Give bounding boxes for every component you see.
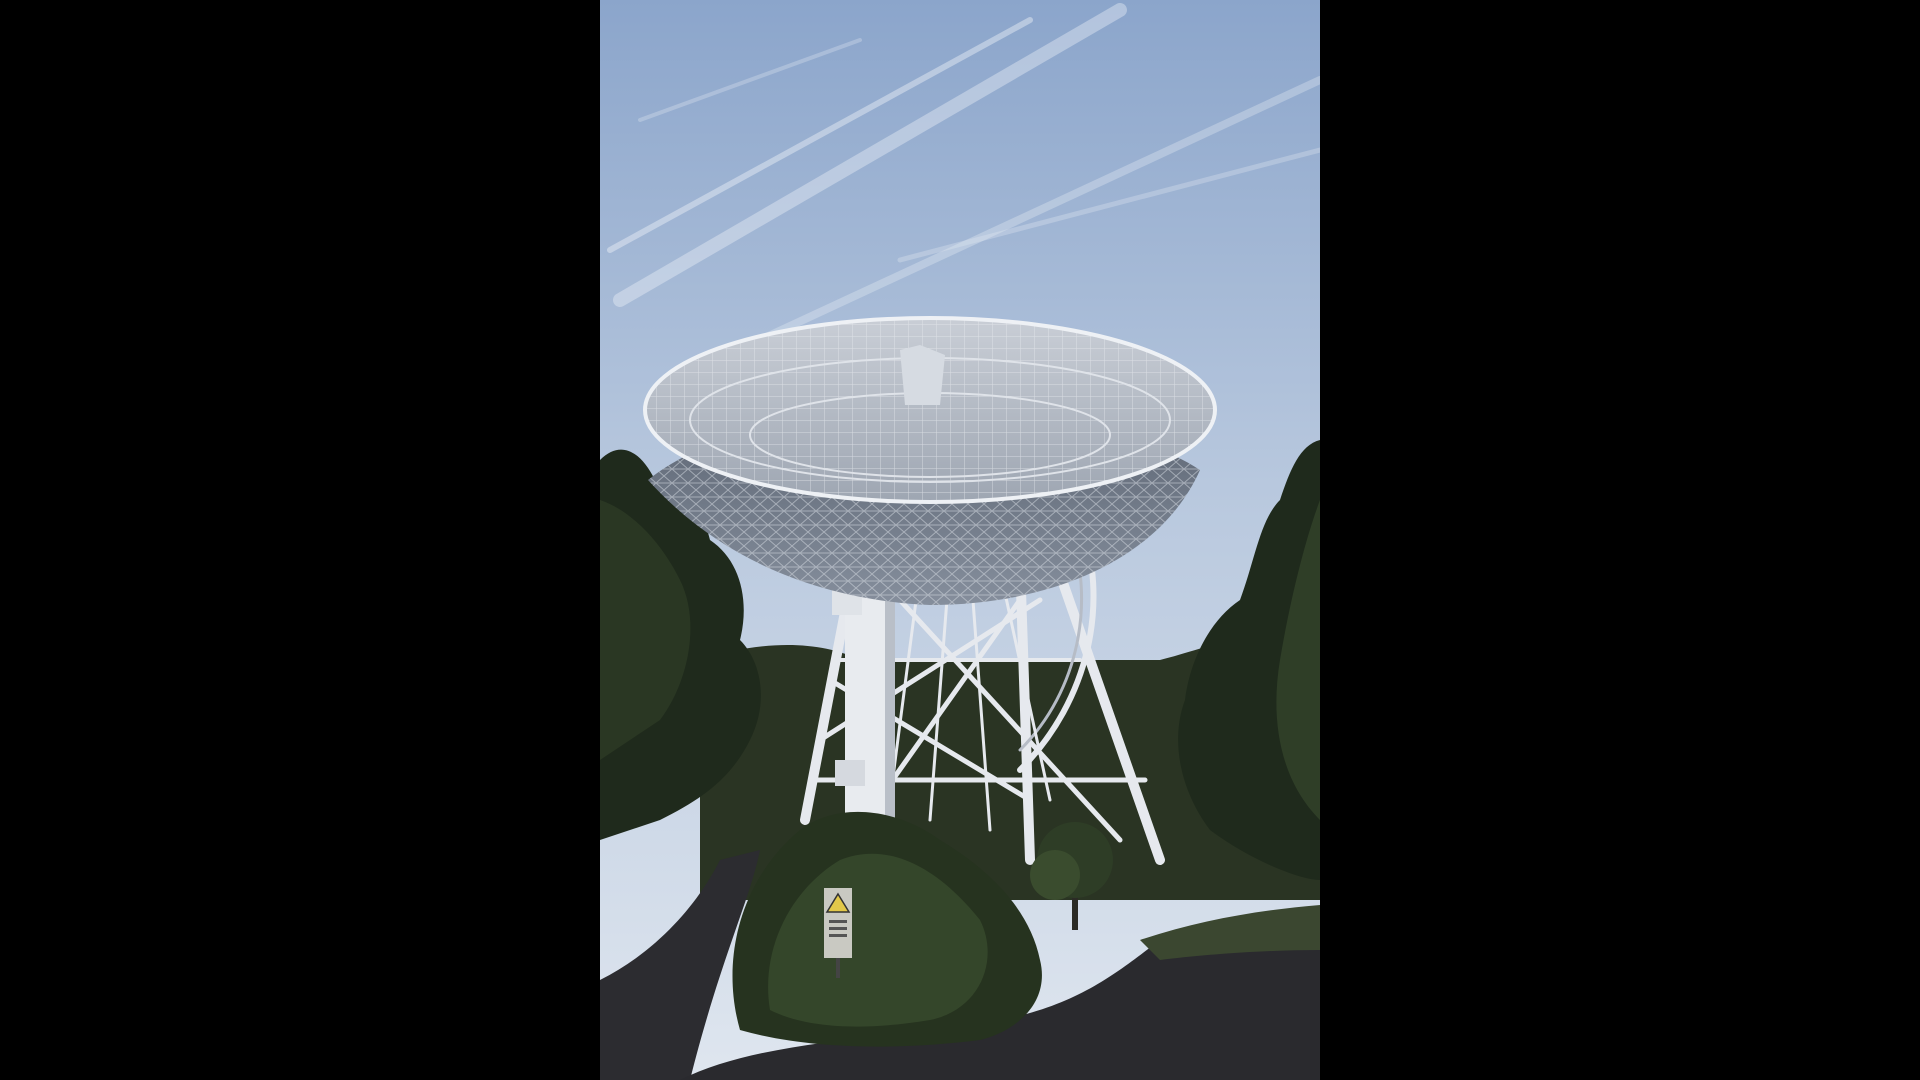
telescope-photo bbox=[600, 0, 1320, 1080]
road bbox=[600, 850, 760, 1080]
subreflector bbox=[900, 345, 945, 405]
letterbox-left bbox=[0, 0, 600, 1080]
photo bbox=[600, 0, 1320, 1080]
letterbox-right bbox=[1320, 0, 1920, 1080]
trees-right bbox=[1178, 440, 1320, 880]
warning-sign-icon bbox=[824, 888, 852, 978]
small-tree bbox=[1030, 822, 1113, 930]
contrails bbox=[607, 3, 1320, 344]
